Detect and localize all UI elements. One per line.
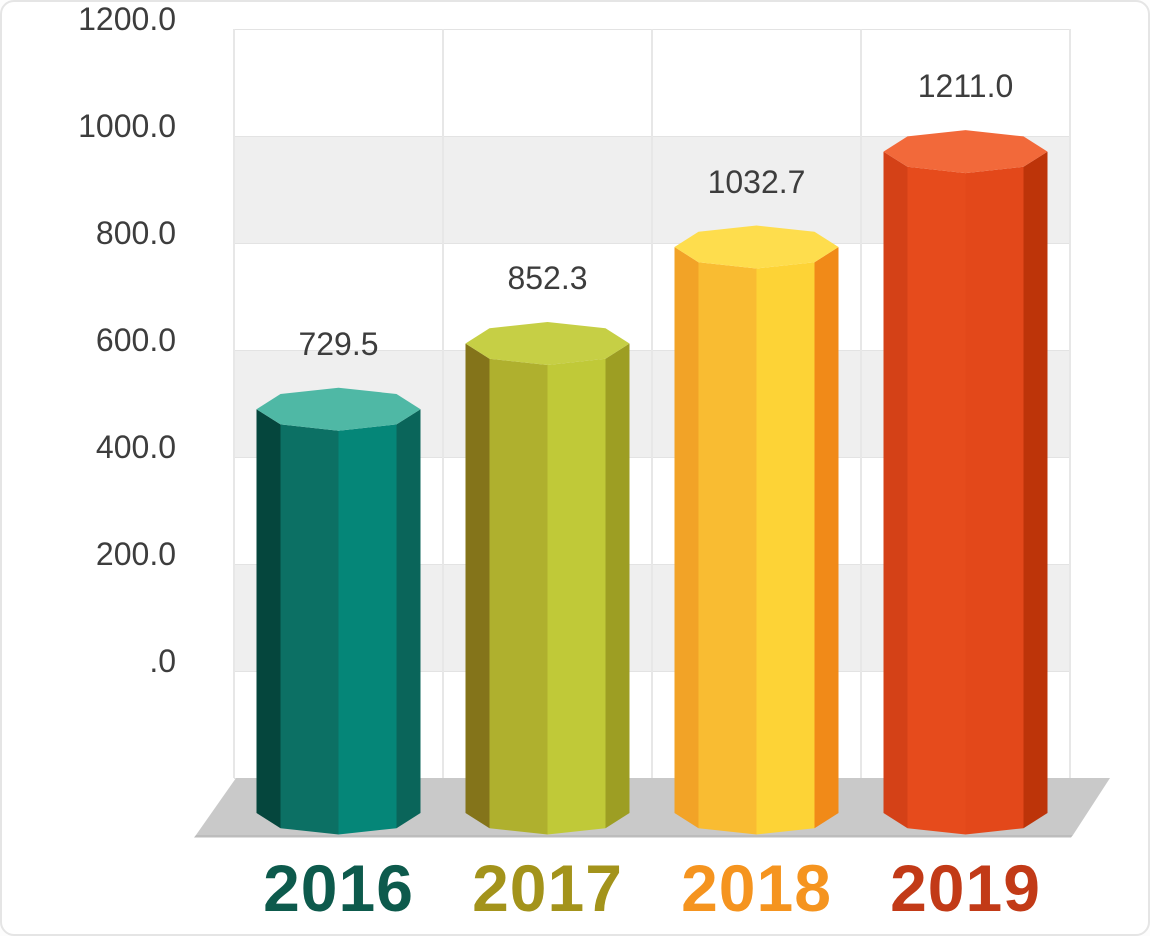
bar-2019-facet-3[interactable] <box>965 166 1024 835</box>
y-axis-tick-label: .0 <box>149 643 176 679</box>
bar-2019-facet-1[interactable] <box>883 151 908 829</box>
bar-value-label: 1032.7 <box>707 163 806 200</box>
bar-value-label: 852.3 <box>507 260 588 297</box>
y-axis-tick-label: 1000.0 <box>78 108 176 144</box>
bar-2017-facet-1[interactable] <box>465 343 490 829</box>
bar-2019-facet-4[interactable] <box>1023 151 1048 829</box>
vertical-gridline <box>442 29 444 778</box>
bar-2018-top[interactable] <box>674 225 839 269</box>
vertical-gridline <box>233 29 235 778</box>
bar-2017-facet-3[interactable] <box>547 358 606 835</box>
bar-2019-top[interactable] <box>883 130 1048 174</box>
x-axis-label-2018: 2018 <box>681 851 832 925</box>
bar-value-label: 1211.0 <box>917 68 1014 105</box>
y-axis-tick-label: 600.0 <box>95 322 176 358</box>
y-axis-tick-label: 800.0 <box>95 215 176 251</box>
bar-2016-facet-3[interactable] <box>338 424 397 835</box>
bar-2016-facet-2[interactable] <box>280 424 339 835</box>
x-axis-label-2017: 2017 <box>472 851 623 925</box>
vertical-gridline <box>860 29 862 778</box>
y-axis-tick-label: 1200.0 <box>78 1 176 37</box>
bar-2017-facet-4[interactable] <box>605 343 630 829</box>
bar-2017-top[interactable] <box>465 322 630 365</box>
bar-2016-facet-4[interactable] <box>396 409 421 829</box>
bar-2018-facet-2[interactable] <box>698 262 757 835</box>
bar-2019-facet-2[interactable] <box>907 166 966 835</box>
y-axis-tick-label: 400.0 <box>95 429 176 465</box>
vertical-gridline <box>1069 29 1071 778</box>
bar-2018-facet-4[interactable] <box>814 247 839 829</box>
x-axis-label-2019: 2019 <box>890 851 1041 925</box>
bar-2018-facet-3[interactable] <box>756 262 815 835</box>
y-axis-tick-label: 200.0 <box>95 536 176 572</box>
bar-2016-facet-1[interactable] <box>256 409 281 829</box>
bar-2018[interactable] <box>674 225 839 835</box>
bar-2019[interactable] <box>883 130 1048 835</box>
bar-2016-top[interactable] <box>256 387 421 431</box>
bar-2018-facet-1[interactable] <box>674 247 699 829</box>
vertical-gridline <box>651 29 653 778</box>
x-axis-label-2016: 2016 <box>263 851 414 925</box>
bar-2017[interactable] <box>465 322 630 835</box>
bar-value-label: 729.5 <box>298 325 379 362</box>
floor-shadow <box>196 778 1110 835</box>
bar-2017-facet-2[interactable] <box>489 358 548 835</box>
floor-shadow-edge <box>194 835 1073 838</box>
bar-2016[interactable] <box>256 387 421 835</box>
